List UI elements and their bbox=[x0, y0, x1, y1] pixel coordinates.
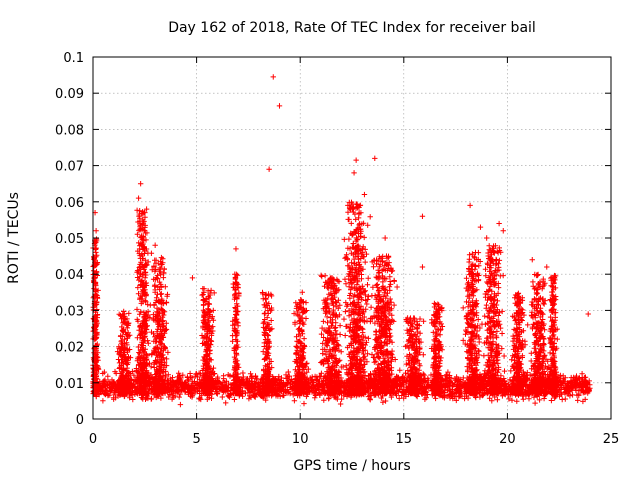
x-axis-title: GPS time / hours bbox=[293, 458, 410, 474]
y-tick-label: 0.05 bbox=[55, 232, 84, 247]
y-tick-label: 0.03 bbox=[55, 304, 84, 319]
roti-point bbox=[500, 228, 506, 234]
roti-point bbox=[299, 289, 305, 295]
x-tick-label: 5 bbox=[192, 432, 200, 447]
x-tick-label: 10 bbox=[292, 432, 309, 447]
roti-point bbox=[467, 202, 473, 209]
roti-point bbox=[419, 213, 426, 219]
y-axis-title: ROTI / TECUs bbox=[6, 192, 22, 284]
roti-point bbox=[477, 224, 484, 230]
data-points bbox=[90, 74, 593, 408]
roti-point bbox=[140, 217, 146, 223]
roti-point bbox=[419, 264, 426, 270]
roti-point bbox=[351, 170, 357, 176]
y-tick-labels: 0 0.01 0.02 0.03 0.04 0.05 0.06 0.07 0.08 0.09 0.1 bbox=[55, 51, 84, 428]
x-tick-label: 25 bbox=[603, 432, 620, 447]
y-tick-label: 0.09 bbox=[55, 87, 84, 102]
y-tick-label: 0.01 bbox=[55, 377, 84, 392]
roti-point bbox=[529, 257, 535, 263]
roti-point bbox=[93, 228, 99, 234]
roti-point bbox=[353, 157, 359, 163]
roti-point bbox=[483, 235, 490, 241]
x-tick-label: 15 bbox=[396, 432, 413, 447]
x-tick-label: 20 bbox=[499, 432, 516, 447]
roti-point bbox=[266, 166, 272, 172]
y-tick-label: 0.1 bbox=[63, 51, 84, 66]
grid-lines bbox=[93, 57, 611, 419]
roti-point-cloud bbox=[90, 199, 593, 408]
roti-point bbox=[544, 264, 550, 270]
roti-point bbox=[152, 242, 158, 248]
y-tick-label: 0.02 bbox=[55, 341, 84, 356]
y-tick-label: 0 bbox=[76, 413, 84, 428]
y-tick-label: 0.06 bbox=[55, 196, 84, 211]
roti-point bbox=[189, 275, 196, 281]
axis-ticks bbox=[92, 56, 612, 420]
roti-point bbox=[382, 235, 388, 241]
roti-point bbox=[585, 311, 591, 317]
roti-point bbox=[276, 103, 283, 109]
chart-title: Day 162 of 2018, Rate Of TEC Index for r… bbox=[168, 20, 536, 36]
roti-point bbox=[361, 191, 368, 198]
roti-point bbox=[345, 202, 351, 209]
y-tick-label: 0.04 bbox=[55, 268, 84, 283]
roti-point bbox=[372, 155, 378, 162]
x-tick-labels: 0 5 10 15 20 25 bbox=[89, 432, 619, 447]
y-tick-label: 0.08 bbox=[55, 123, 84, 138]
roti-point bbox=[270, 74, 276, 80]
roti-point bbox=[200, 285, 206, 292]
y-tick-label: 0.07 bbox=[55, 160, 84, 175]
roti-point bbox=[233, 246, 239, 252]
x-tick-label: 0 bbox=[89, 432, 97, 447]
roti-point bbox=[137, 181, 144, 187]
roti-point bbox=[496, 220, 502, 227]
roti-point bbox=[135, 195, 142, 201]
